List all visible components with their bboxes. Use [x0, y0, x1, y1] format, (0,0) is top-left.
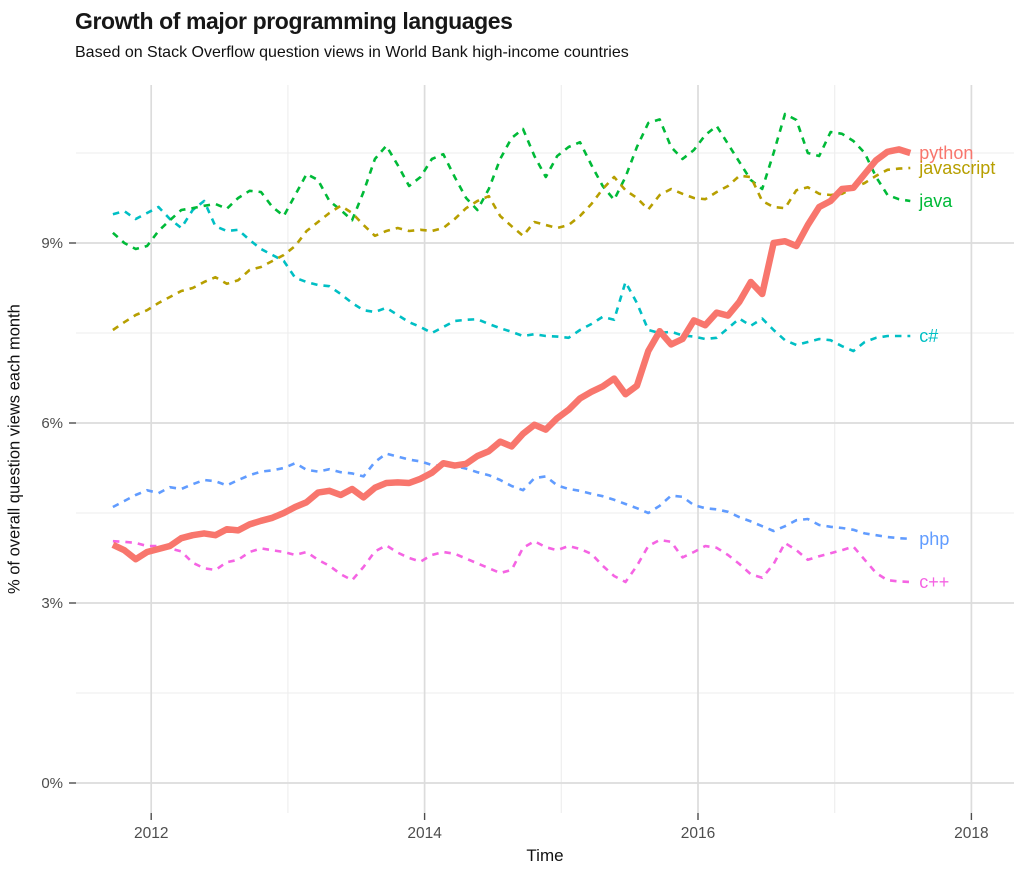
- series-line-java: [112, 112, 911, 251]
- x-axis-tick-label: 2018: [954, 825, 988, 842]
- x-axis-tick-label: 2014: [407, 825, 442, 842]
- y-axis-tick-label: 6%: [41, 415, 63, 432]
- series-line-c: [112, 538, 911, 584]
- series-line-php: [112, 452, 911, 541]
- y-axis-tick-label: 3%: [41, 595, 63, 612]
- y-axis-tick-label: 9%: [41, 235, 63, 252]
- x-axis-title: Time: [526, 846, 564, 865]
- series-line-javascript: [112, 166, 911, 332]
- series-label-php: php: [919, 529, 949, 549]
- series-line-python: [111, 146, 912, 563]
- series-label-java: java: [918, 191, 953, 211]
- series-label-python: python: [919, 143, 973, 163]
- series-label-javascript: javascript: [918, 158, 995, 178]
- series-label-c: c++: [919, 572, 949, 592]
- y-axis-tick-label: 0%: [41, 775, 63, 792]
- series-label-c: c#: [919, 326, 938, 346]
- x-axis-tick-label: 2012: [134, 825, 168, 842]
- series-line-c: [112, 199, 911, 353]
- chart-subtitle: Based on Stack Overflow question views i…: [75, 44, 629, 61]
- x-axis-tick-label: 2016: [681, 825, 715, 842]
- y-axis-title: % of overall question views each month: [5, 304, 24, 594]
- chart-title: Growth of major programming languages: [75, 8, 513, 34]
